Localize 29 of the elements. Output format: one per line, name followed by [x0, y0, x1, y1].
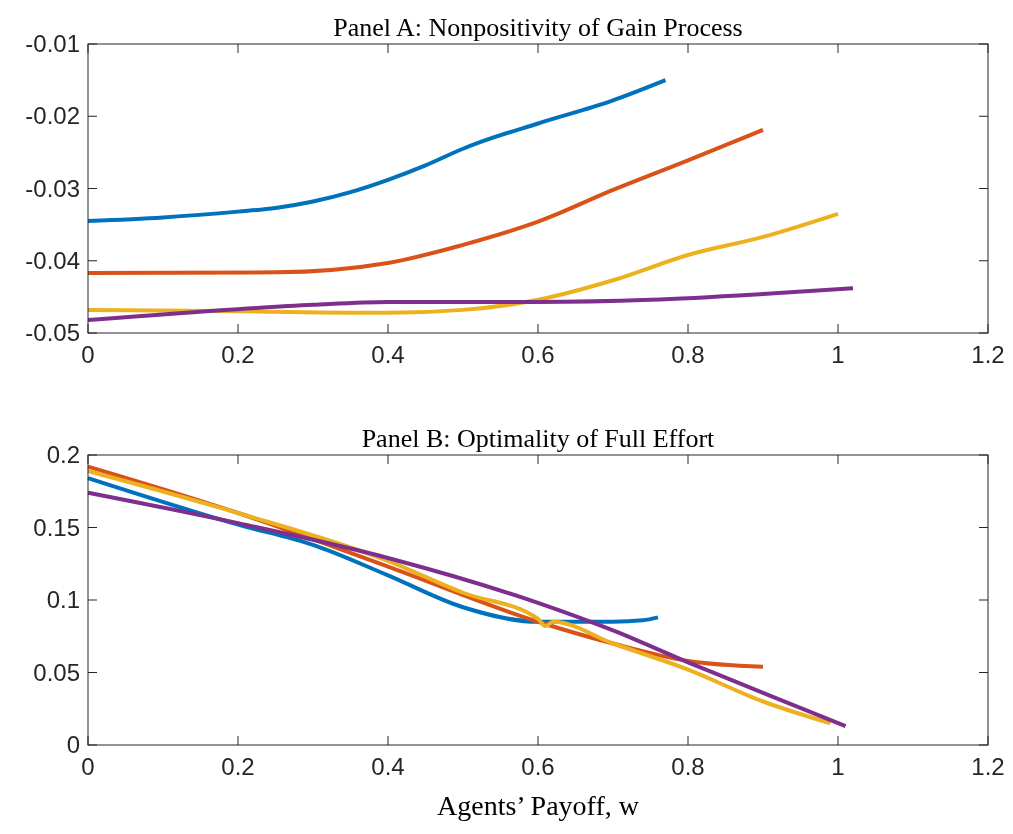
chart-title: Panel A: Nonpositivity of Gain Process — [333, 13, 743, 42]
x-tick-label: 0.4 — [371, 341, 405, 368]
y-tick-label: -0.01 — [25, 30, 80, 57]
x-tick-label: 0.4 — [371, 753, 405, 780]
y-tick-label: -0.05 — [25, 319, 80, 346]
y-tick-label: -0.02 — [25, 102, 80, 130]
y-tick-label: 0.15 — [33, 513, 80, 541]
chart-title: Panel B: Optimality of Full Effort — [361, 424, 716, 453]
x-tick-label: 0.2 — [221, 753, 255, 780]
line-series — [86, 127, 765, 276]
y-tick-label: 0.05 — [33, 658, 80, 686]
x-tick-label: 0.6 — [521, 341, 555, 368]
y-tick-label: -0.03 — [25, 174, 80, 202]
x-tick-label: 1.2 — [971, 753, 1005, 780]
line-series — [86, 78, 668, 224]
x-tick-label: 0.8 — [671, 341, 705, 368]
y-tick-label: 0 — [66, 731, 80, 758]
x-tick-label: 0.8 — [671, 753, 705, 780]
y-tick-label: 0.1 — [46, 586, 80, 613]
x-tick-label: 0.2 — [221, 341, 255, 368]
x-tick-label: 1.2 — [971, 341, 1005, 368]
line-series — [86, 211, 840, 315]
x-tick-label: 1 — [831, 753, 845, 780]
x-tick-label: 0.6 — [521, 753, 555, 780]
x-tick-label: 1 — [831, 341, 845, 368]
y-tick-label: 0.2 — [46, 441, 80, 468]
line-series — [86, 286, 855, 322]
y-tick-label: -0.04 — [25, 246, 80, 274]
x-axis-title: Agents’ Payoff, w — [437, 790, 640, 821]
